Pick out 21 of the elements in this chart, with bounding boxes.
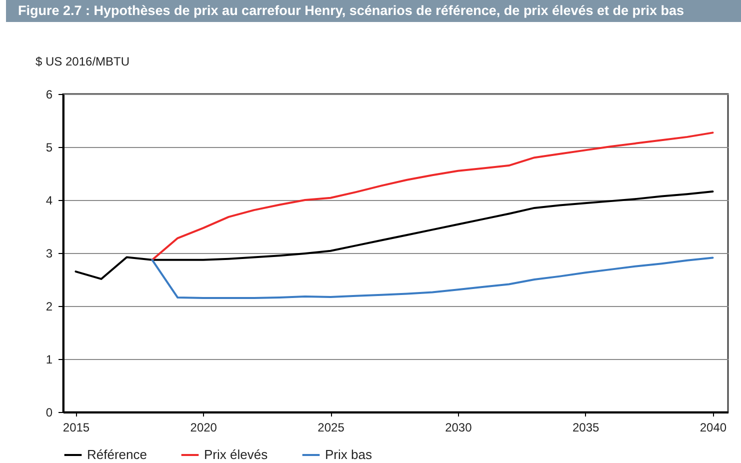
chart-title: Figure 2.7 : Hypothèses de prix au carrefour Henry, scénarios de référence, de prix élevés et de prix bas bbox=[6, 0, 741, 22]
y-axis-title: $ US 2016/MBTU bbox=[36, 54, 130, 68]
y-tick-label: 4 bbox=[46, 194, 53, 208]
x-tick-label: 2015 bbox=[62, 420, 90, 434]
x-tick-label: 2020 bbox=[190, 420, 218, 434]
line-series bbox=[151, 256, 714, 300]
x-tick-label: 2035 bbox=[572, 420, 600, 434]
x-tick-label: 2030 bbox=[445, 420, 472, 434]
y-tick-label: 3 bbox=[46, 246, 53, 260]
x-tick-label: 2025 bbox=[318, 420, 345, 434]
y-tick-label: 6 bbox=[46, 88, 53, 102]
x-tick-label: 2040 bbox=[700, 420, 727, 434]
legend-label: Référence bbox=[87, 447, 147, 462]
line-series bbox=[151, 132, 714, 261]
y-tick-label: 2 bbox=[46, 300, 53, 314]
legend-label: Prix élevés bbox=[204, 447, 268, 462]
y-tick-label: 1 bbox=[46, 352, 53, 366]
y-tick-label: 5 bbox=[46, 140, 53, 154]
line-series bbox=[74, 190, 714, 280]
y-tick-label: 0 bbox=[46, 406, 53, 420]
legend-label: Prix bas bbox=[325, 447, 372, 462]
